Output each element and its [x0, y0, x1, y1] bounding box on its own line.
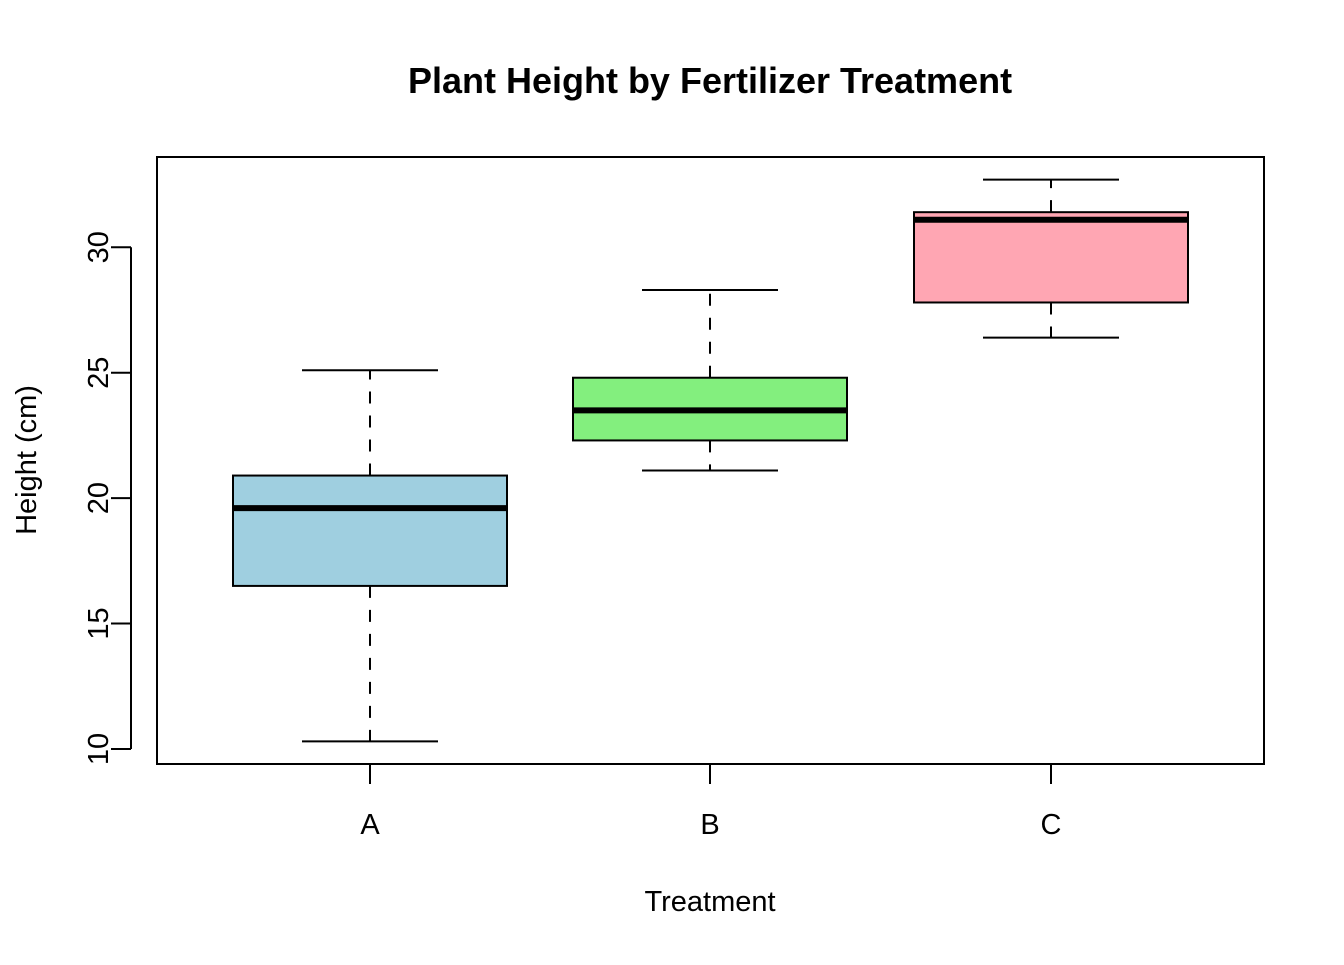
- chart-title: Plant Height by Fertilizer Treatment: [408, 60, 1012, 101]
- y-tick-label: 25: [83, 357, 115, 389]
- y-tick-label: 15: [83, 607, 115, 639]
- y-axis: 10 15 20 25 30: [83, 231, 132, 765]
- x-tick-label: C: [1041, 809, 1062, 841]
- y-axis-label: Height (cm): [11, 385, 43, 535]
- y-tick-label: 10: [83, 733, 115, 765]
- y-tick-label: 20: [83, 482, 115, 514]
- x-axis-label: Treatment: [644, 886, 775, 918]
- boxes: [232, 178, 1189, 743]
- x-tick-label: B: [700, 809, 719, 841]
- box-C: [913, 211, 1189, 304]
- x-tick-label: A: [360, 809, 380, 841]
- y-tick-label: 30: [83, 231, 115, 263]
- x-axis: A B C: [360, 764, 1061, 841]
- box-A: [232, 474, 508, 587]
